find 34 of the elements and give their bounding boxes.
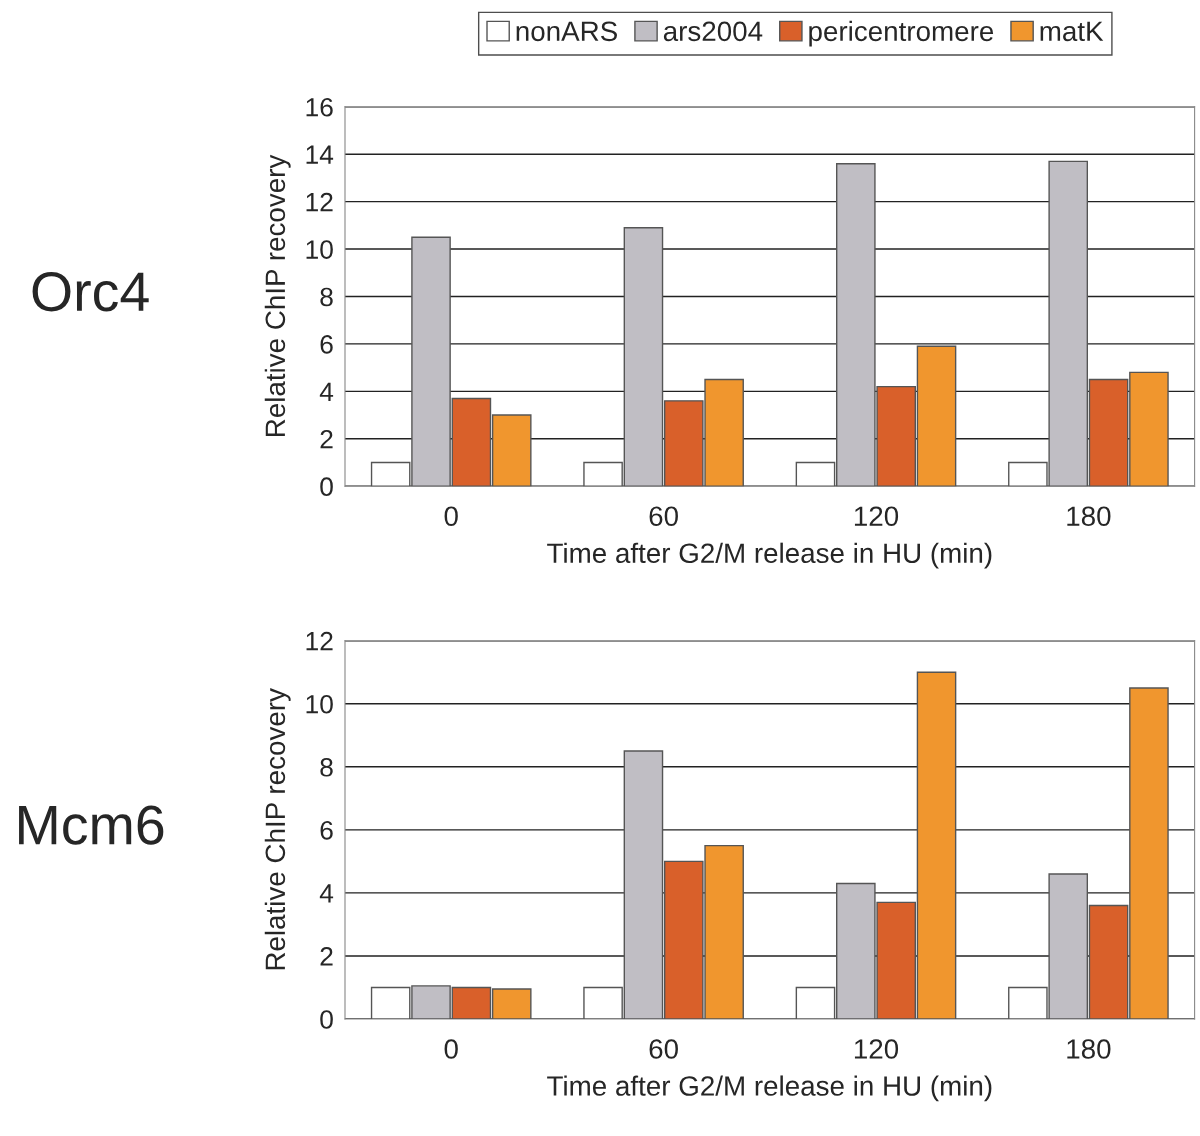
legend-label: ars2004 — [663, 21, 763, 42]
y-tick-label: 16 — [306, 97, 333, 117]
text: Orc4 — [32, 272, 149, 312]
y-tick-label: 12 — [306, 631, 333, 651]
x-tick-label: 0 — [444, 1039, 458, 1059]
y-tick-label: 14 — [306, 145, 334, 164]
y-tick-label: 6 — [320, 335, 333, 354]
x-axis-title: Time after G2/M release in HU (min) — [547, 542, 992, 569]
y-tick-label: 4 — [319, 884, 334, 903]
y-tick-label: 8 — [320, 757, 333, 777]
y-axis-title: Relative ChIP recovery — [264, 154, 291, 436]
y-tick-label: 0 — [320, 1010, 333, 1029]
x-tick-label: 120 — [854, 1039, 899, 1059]
y-tick-label: 2 — [320, 947, 333, 966]
y-tick-label: 12 — [306, 192, 333, 212]
x-tick-label: 180 — [1067, 1039, 1111, 1059]
y-tick-label: 10 — [306, 240, 333, 259]
legend-label: matK — [1040, 21, 1104, 42]
y-tick-label: 6 — [320, 820, 333, 840]
x-tick-label: 0 — [444, 506, 458, 527]
legend-label: nonARS — [516, 21, 617, 42]
y-tick-label: 4 — [319, 382, 334, 401]
y-tick-label: 0 — [320, 477, 333, 497]
legend-label: pericentromere — [809, 20, 994, 47]
x-tick-label: 180 — [1067, 506, 1111, 527]
x-tick-label: 60 — [649, 506, 678, 527]
y-tick-label: 8 — [320, 287, 333, 307]
x-tick-label: 60 — [649, 1039, 678, 1059]
y-tick-label: 10 — [306, 694, 333, 714]
y-tick-label: 2 — [320, 429, 333, 449]
x-axis-title: Time after G2/M release in HU (min) — [547, 1075, 992, 1102]
y-axis-title: Relative ChIP recovery — [264, 688, 291, 970]
x-tick-label: 120 — [854, 506, 899, 527]
text: Mcm6 — [19, 805, 164, 845]
